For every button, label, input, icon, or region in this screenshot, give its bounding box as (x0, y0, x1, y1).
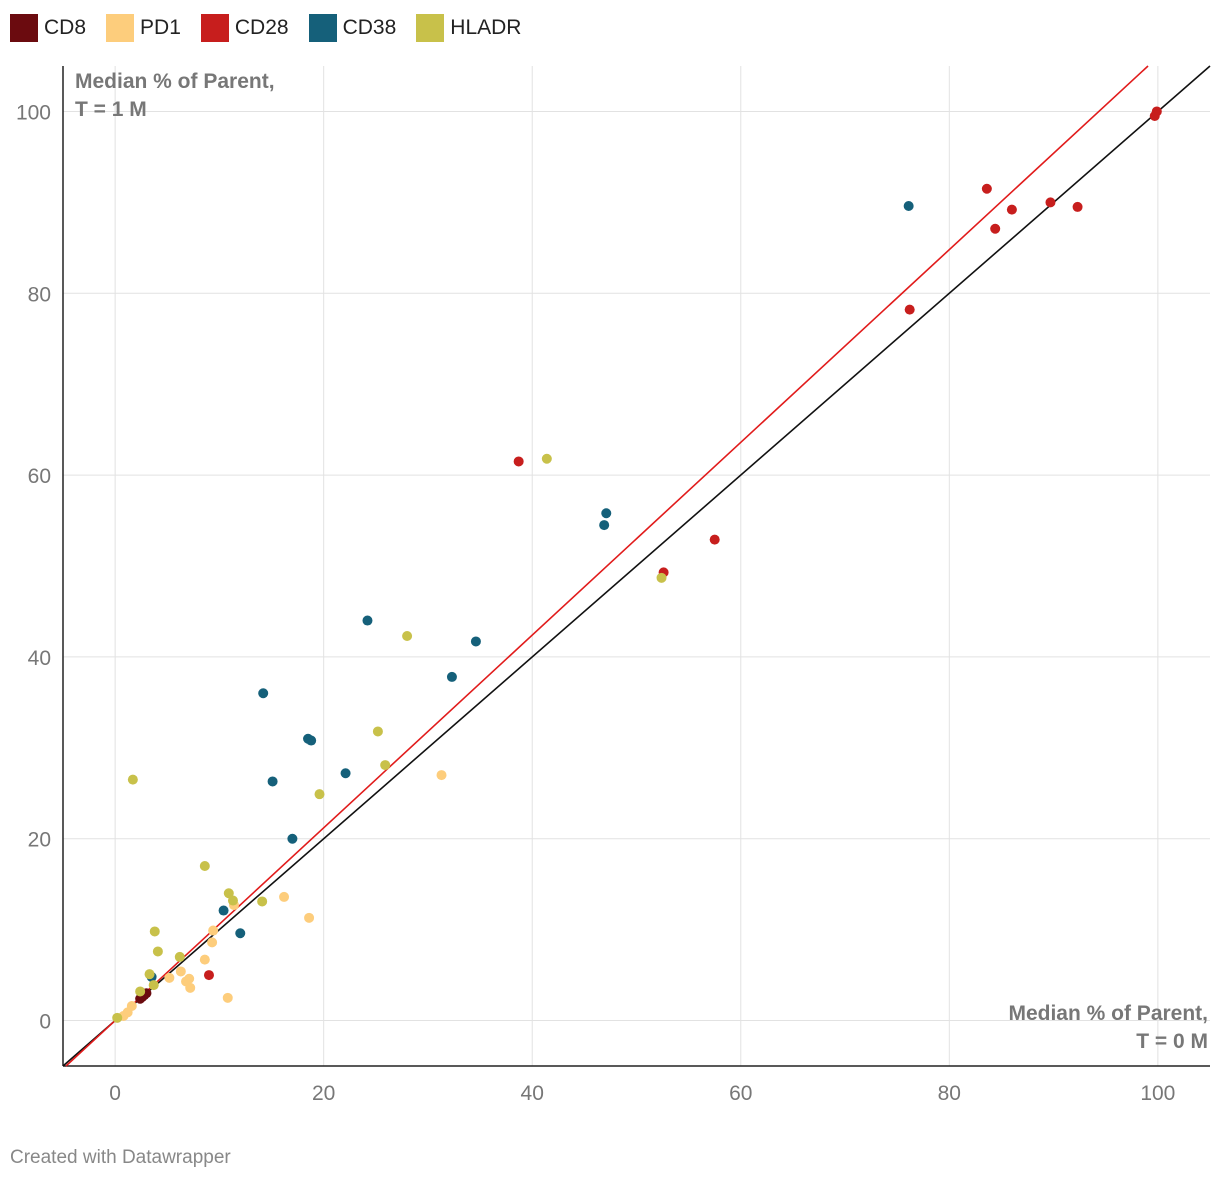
y-tick-label-40: 40 (28, 647, 51, 670)
point-pd1-11 (222, 992, 233, 1003)
y-axis-title-line-2: T = 1 M (75, 98, 147, 121)
point-pd1-10 (208, 925, 219, 936)
y-tick-label-0: 0 (39, 1011, 51, 1034)
point-hladr-6 (152, 946, 163, 957)
point-hladr-17 (656, 572, 667, 583)
point-hladr-14 (380, 760, 391, 771)
point-pd1-7 (185, 982, 196, 993)
legend-swatch-pd1 (106, 14, 135, 42)
point-hladr-10 (227, 895, 238, 906)
point-cd38-9 (362, 615, 373, 626)
point-cd28-5 (981, 183, 992, 194)
legend-item-cd8[interactable]: CD8 (10, 14, 86, 42)
point-hladr-9 (223, 888, 234, 899)
legend-swatch-cd8 (10, 14, 38, 42)
point-pd1-15 (436, 770, 447, 781)
legend-swatch-hladr (416, 14, 445, 42)
reference-lines (62, 65, 1211, 1067)
x-axis-title-line-2: T = 0 M (1136, 1030, 1208, 1053)
point-hladr-7 (174, 951, 185, 962)
point-pd1-3 (164, 972, 175, 983)
point-hladr-8 (199, 861, 210, 871)
point-hladr-5 (149, 926, 160, 937)
point-cd38-10 (446, 671, 457, 682)
point-cd38-11 (470, 636, 481, 647)
point-hladr-16 (541, 453, 552, 464)
point-cd38-2 (235, 928, 246, 939)
legend-item-cd28[interactable]: CD28 (200, 14, 289, 42)
point-cd28-6 (990, 223, 1001, 234)
point-cd38-5 (287, 833, 298, 844)
legend-item-pd1[interactable]: PD1 (106, 14, 181, 42)
x-tick-label-0: 0 (109, 1082, 121, 1105)
point-pd1-2 (126, 1001, 137, 1011)
legend-label-cd8: CD8 (44, 16, 87, 39)
point-pd1-9 (207, 937, 218, 948)
data-points (112, 106, 1162, 1023)
point-cd28-3 (709, 534, 720, 545)
point-cd28-11 (1151, 106, 1162, 117)
point-cd38-14 (903, 201, 914, 211)
x-tick-label-20: 20 (312, 1082, 335, 1105)
y-tick-label-20: 20 (28, 829, 51, 852)
y-axis-title-line-1: Median % of Parent, (75, 70, 275, 93)
grid (63, 66, 1210, 1066)
point-hladr-2 (135, 986, 146, 997)
legend-label-cd38: CD38 (342, 16, 397, 39)
legend-swatch-cd38 (308, 14, 337, 42)
point-hladr-1 (127, 774, 138, 785)
point-pd1-13 (279, 891, 290, 902)
x-tick-label-60: 60 (729, 1082, 752, 1105)
point-hladr-11 (257, 896, 268, 907)
point-cd28-4 (904, 304, 915, 315)
point-cd38-12 (599, 520, 610, 531)
point-cd38-3 (258, 688, 269, 699)
point-hladr-3 (144, 969, 155, 980)
point-cd38-1 (218, 905, 229, 916)
footer-credit: Created with Datawrapper (10, 1147, 231, 1168)
legend-label-hladr: HLADR (450, 16, 522, 39)
x-tick-label-80: 80 (938, 1082, 961, 1105)
point-cd38-4 (267, 776, 278, 787)
point-cd38-13 (601, 508, 612, 519)
point-cd38-7 (306, 735, 317, 746)
point-pd1-14 (304, 912, 315, 923)
point-hladr-13 (372, 726, 383, 737)
reference-line-trend (65, 65, 1149, 1067)
point-hladr-4 (148, 980, 159, 991)
x-tick-label-40: 40 (521, 1082, 544, 1105)
legend-label-cd28: CD28 (234, 16, 289, 39)
point-cd28-7 (1006, 204, 1017, 215)
point-pd1-8 (199, 954, 210, 965)
legend-item-hladr[interactable]: HLADR (416, 14, 521, 42)
point-hladr-15 (402, 631, 413, 641)
y-tick-label-100: 100 (16, 101, 51, 124)
point-cd28-8 (1045, 197, 1056, 208)
reference-line-identity (62, 65, 1211, 1067)
y-tick-label-60: 60 (28, 465, 51, 488)
point-pd1-6 (184, 973, 195, 984)
x-tick-label-100: 100 (1140, 1082, 1175, 1105)
legend: CD8 PD1 CD28 CD38 HLADR (10, 14, 541, 42)
point-cd38-8 (340, 768, 351, 779)
axis-titles: Median % of Parent, T = 1 M Median % of Pa… (75, 70, 1208, 1053)
legend-swatch-cd28 (200, 14, 229, 42)
point-pd1-4 (175, 966, 186, 977)
x-axis-title-line-1: Median % of Parent, (1008, 1002, 1208, 1025)
scatter-plot: 0 20 40 60 80 100 0 20 40 60 80 100 Median % of Par… (16, 65, 1211, 1105)
legend-item-cd38[interactable]: CD38 (308, 14, 397, 42)
y-tick-label-80: 80 (28, 283, 51, 306)
point-cd28-0 (203, 970, 214, 981)
point-hladr-12 (314, 789, 325, 800)
point-cd28-1 (513, 456, 524, 467)
point-cd8-3 (135, 993, 146, 1004)
point-cd28-9 (1072, 201, 1083, 212)
axes (62, 66, 1210, 1067)
point-hladr-0 (112, 1012, 123, 1023)
tick-labels: 0 20 40 60 80 100 0 20 40 60 80 100 (16, 101, 1175, 1105)
legend-label-pd1: PD1 (140, 16, 181, 39)
